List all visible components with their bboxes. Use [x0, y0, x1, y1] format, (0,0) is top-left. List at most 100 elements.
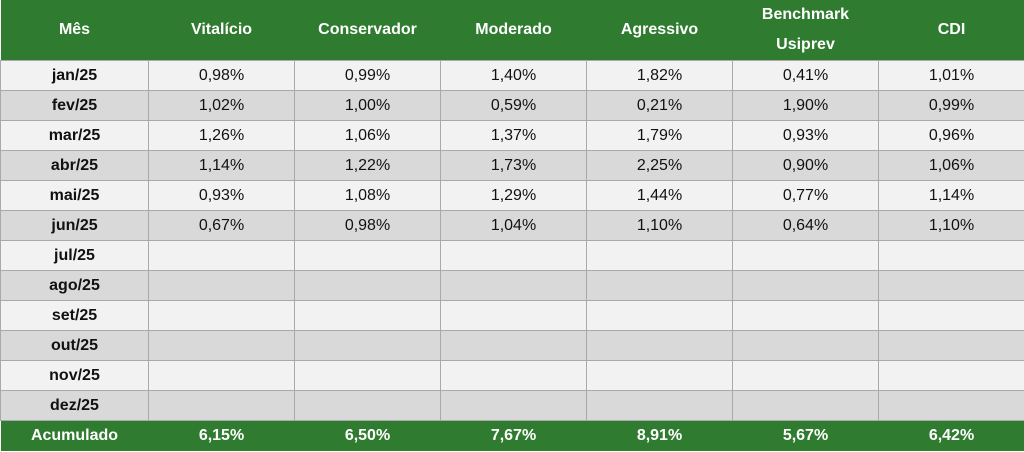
- value-cell: [732, 330, 879, 361]
- value-cell: [294, 390, 441, 421]
- header-benchmark-usiprev: Benchmark Usiprev: [732, 0, 879, 61]
- value-cell: 1,04%: [440, 210, 587, 241]
- value-cell: 0,41%: [732, 60, 879, 91]
- table-row: jan/25 0,98% 0,99% 1,40% 1,82% 0,41% 1,01%: [0, 60, 1024, 91]
- value-cell: [294, 360, 441, 391]
- table-row: jul/25: [0, 240, 1024, 271]
- value-cell: [878, 390, 1024, 421]
- accumulated-cell: 6,15%: [148, 420, 295, 451]
- month-cell: mai/25: [0, 180, 149, 211]
- value-cell: [294, 240, 441, 271]
- value-cell: 0,99%: [294, 60, 441, 91]
- value-cell: [732, 390, 879, 421]
- value-cell: [586, 270, 733, 301]
- header-cdi: CDI: [878, 0, 1024, 61]
- value-cell: 0,93%: [148, 180, 295, 211]
- month-cell: nov/25: [0, 360, 149, 391]
- value-cell: [878, 360, 1024, 391]
- value-cell: 1,82%: [586, 60, 733, 91]
- value-cell: [148, 390, 295, 421]
- table-row: dez/25: [0, 390, 1024, 421]
- value-cell: 1,37%: [440, 120, 587, 151]
- value-cell: 0,67%: [148, 210, 295, 241]
- value-cell: 0,77%: [732, 180, 879, 211]
- table-row: mar/25 1,26% 1,06% 1,37% 1,79% 0,93% 0,96%: [0, 120, 1024, 151]
- value-cell: 2,25%: [586, 150, 733, 181]
- table-row: set/25: [0, 300, 1024, 331]
- value-cell: [148, 300, 295, 331]
- value-cell: [586, 360, 733, 391]
- value-cell: [440, 360, 587, 391]
- month-cell: ago/25: [0, 270, 149, 301]
- month-cell: set/25: [0, 300, 149, 331]
- month-cell: abr/25: [0, 150, 149, 181]
- table-row: nov/25: [0, 360, 1024, 391]
- value-cell: 1,90%: [732, 90, 879, 121]
- value-cell: [586, 300, 733, 331]
- value-cell: 1,10%: [878, 210, 1024, 241]
- value-cell: [440, 390, 587, 421]
- accumulated-cell: 7,67%: [440, 420, 587, 451]
- value-cell: 0,98%: [294, 210, 441, 241]
- value-cell: 1,08%: [294, 180, 441, 211]
- value-cell: 1,06%: [878, 150, 1024, 181]
- value-cell: 0,21%: [586, 90, 733, 121]
- header-mes: Mês: [0, 0, 149, 61]
- value-cell: [440, 330, 587, 361]
- table-footer: Acumulado 6,15% 6,50% 7,67% 8,91% 5,67% …: [0, 420, 1024, 451]
- value-cell: 1,44%: [586, 180, 733, 211]
- value-cell: 0,59%: [440, 90, 587, 121]
- value-cell: 0,64%: [732, 210, 879, 241]
- value-cell: [878, 270, 1024, 301]
- value-cell: 1,14%: [878, 180, 1024, 211]
- accumulated-cell: 6,50%: [294, 420, 441, 451]
- header-benchmark-line1: Benchmark: [761, 6, 850, 23]
- table-body: jan/25 0,98% 0,99% 1,40% 1,82% 0,41% 1,01% fev/…: [0, 60, 1024, 421]
- month-cell: jan/25: [0, 60, 149, 91]
- value-cell: [732, 240, 879, 271]
- month-cell: out/25: [0, 330, 149, 361]
- value-cell: 1,29%: [440, 180, 587, 211]
- accumulated-cell: 5,67%: [732, 420, 879, 451]
- accumulated-cell: 8,91%: [586, 420, 733, 451]
- value-cell: [440, 240, 587, 271]
- value-cell: 0,93%: [732, 120, 879, 151]
- accumulated-label: Acumulado: [0, 420, 149, 451]
- value-cell: [294, 300, 441, 331]
- value-cell: 0,99%: [878, 90, 1024, 121]
- value-cell: 1,06%: [294, 120, 441, 151]
- table-row: mai/25 0,93% 1,08% 1,29% 1,44% 0,77% 1,14%: [0, 180, 1024, 211]
- header-vitalicio: Vitalício: [148, 0, 295, 61]
- value-cell: [732, 360, 879, 391]
- header-conservador: Conservador: [294, 0, 441, 61]
- accumulated-row: Acumulado 6,15% 6,50% 7,67% 8,91% 5,67% …: [0, 420, 1024, 451]
- value-cell: [148, 270, 295, 301]
- table-row: jun/25 0,67% 0,98% 1,04% 1,10% 0,64% 1,10%: [0, 210, 1024, 241]
- table-row: out/25: [0, 330, 1024, 361]
- value-cell: 1,79%: [586, 120, 733, 151]
- header-row: Mês Vitalício Conservador Moderado Agres…: [0, 0, 1024, 61]
- value-cell: [878, 240, 1024, 271]
- value-cell: [294, 330, 441, 361]
- value-cell: [586, 390, 733, 421]
- table-header: Mês Vitalício Conservador Moderado Agres…: [0, 0, 1024, 61]
- value-cell: 1,14%: [148, 150, 295, 181]
- value-cell: [440, 300, 587, 331]
- table-row: ago/25: [0, 270, 1024, 301]
- header-benchmark-line2: Usiprev: [776, 36, 835, 53]
- value-cell: 0,90%: [732, 150, 879, 181]
- value-cell: [878, 330, 1024, 361]
- value-cell: [732, 300, 879, 331]
- value-cell: 0,96%: [878, 120, 1024, 151]
- month-cell: jun/25: [0, 210, 149, 241]
- value-cell: 1,40%: [440, 60, 587, 91]
- value-cell: 1,22%: [294, 150, 441, 181]
- value-cell: [586, 330, 733, 361]
- value-cell: [586, 240, 733, 271]
- month-cell: jul/25: [0, 240, 149, 271]
- value-cell: [440, 270, 587, 301]
- value-cell: 1,26%: [148, 120, 295, 151]
- value-cell: 1,02%: [148, 90, 295, 121]
- month-cell: fev/25: [0, 90, 149, 121]
